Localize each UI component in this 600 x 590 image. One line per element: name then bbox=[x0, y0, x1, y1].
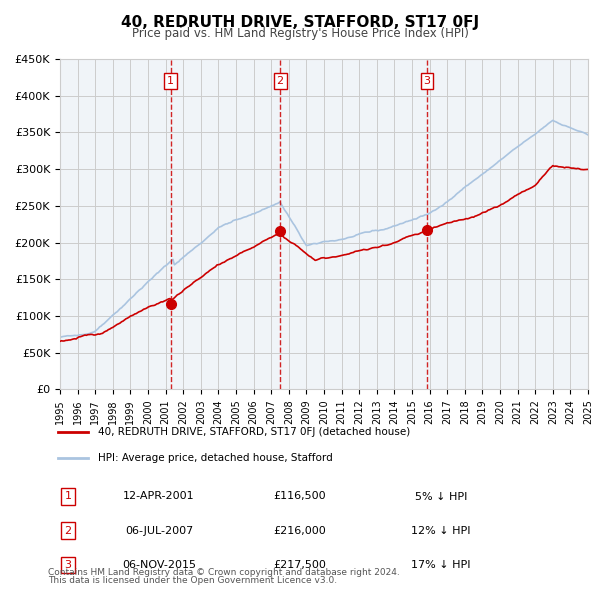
Text: £217,500: £217,500 bbox=[274, 560, 326, 570]
Text: 12-APR-2001: 12-APR-2001 bbox=[123, 491, 194, 502]
Text: £116,500: £116,500 bbox=[274, 491, 326, 502]
Text: This data is licensed under the Open Government Licence v3.0.: This data is licensed under the Open Gov… bbox=[48, 576, 337, 585]
Text: 1: 1 bbox=[167, 76, 174, 86]
Text: 40, REDRUTH DRIVE, STAFFORD, ST17 0FJ: 40, REDRUTH DRIVE, STAFFORD, ST17 0FJ bbox=[121, 15, 479, 30]
Text: 3: 3 bbox=[424, 76, 430, 86]
Text: Contains HM Land Registry data © Crown copyright and database right 2024.: Contains HM Land Registry data © Crown c… bbox=[48, 568, 400, 577]
Text: 06-NOV-2015: 06-NOV-2015 bbox=[122, 560, 196, 570]
Text: 3: 3 bbox=[65, 560, 71, 570]
Text: Price paid vs. HM Land Registry's House Price Index (HPI): Price paid vs. HM Land Registry's House … bbox=[131, 27, 469, 40]
Text: HPI: Average price, detached house, Stafford: HPI: Average price, detached house, Staf… bbox=[98, 454, 333, 463]
Text: 1: 1 bbox=[65, 491, 71, 502]
Text: 06-JUL-2007: 06-JUL-2007 bbox=[125, 526, 193, 536]
Text: 17% ↓ HPI: 17% ↓ HPI bbox=[412, 560, 471, 570]
Text: 2: 2 bbox=[277, 76, 284, 86]
Text: 5% ↓ HPI: 5% ↓ HPI bbox=[415, 491, 467, 502]
Text: £216,000: £216,000 bbox=[274, 526, 326, 536]
Text: 40, REDRUTH DRIVE, STAFFORD, ST17 0FJ (detached house): 40, REDRUTH DRIVE, STAFFORD, ST17 0FJ (d… bbox=[98, 428, 410, 437]
Text: 2: 2 bbox=[65, 526, 72, 536]
Text: 12% ↓ HPI: 12% ↓ HPI bbox=[412, 526, 471, 536]
